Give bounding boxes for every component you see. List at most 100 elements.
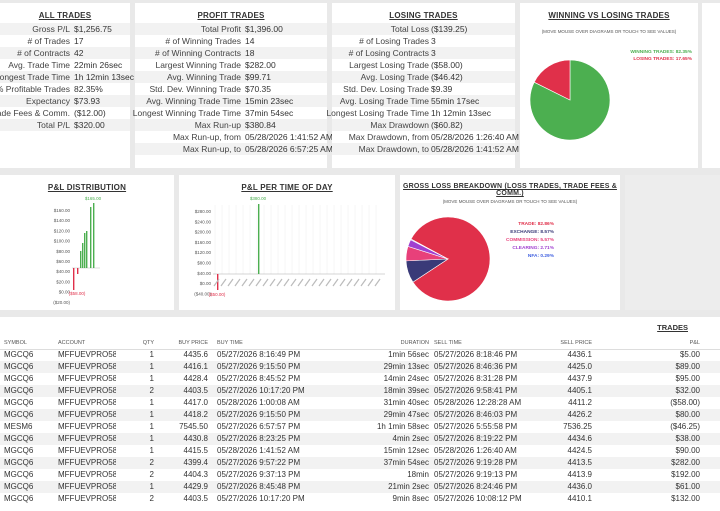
table-cell: MGCQ6 xyxy=(4,494,34,503)
dist-bar[interactable] xyxy=(82,243,84,268)
stat-label: Max Run-up, to xyxy=(182,144,241,154)
gross-loss-legend-item: TRADE: 82.86% xyxy=(518,221,554,227)
table-cell: MGCQ6 xyxy=(4,434,34,443)
stat-value: 05/28/2026 6:57:25 AM xyxy=(245,144,333,154)
table-row[interactable]: MGCQ6 MFFUEVPRO5847 1 4418.2 05/27/2026 9:15… xyxy=(0,409,720,421)
table-row[interactable]: MGCQ6 MFFUEVPRO5847 1 4417.0 05/28/2026 1:00… xyxy=(0,397,720,409)
table-row[interactable]: MGCQ6 MFFUEVPRO5847 1 4428.4 05/27/2026 8:45… xyxy=(0,373,720,385)
dist-bar[interactable] xyxy=(93,203,95,268)
stat-value: 3 xyxy=(431,48,436,58)
table-row[interactable]: MGCQ6 MFFUEVPRO5847 1 4429.9 05/27/2026 8:45… xyxy=(0,481,720,493)
table-cell: 1 xyxy=(149,410,154,419)
table-cell: 4437.9 xyxy=(567,374,592,383)
table-row[interactable]: MGCQ6 MFFUEVPRO5847 2 4403.5 05/27/2026 10:1… xyxy=(0,385,720,397)
win-loss-pie[interactable]: WINNING TRADES: 82.35% LOSING TRADES: 17… xyxy=(520,3,698,168)
time-x-tick xyxy=(353,278,360,287)
stat-value: $380.84 xyxy=(245,120,276,130)
table-cell: MFFUEVPRO5847 xyxy=(58,422,116,431)
table-row[interactable]: MESM6 MFFUEVPRO5847 1 7545.50 05/27/2026 6:5… xyxy=(0,421,720,433)
dist-bar[interactable] xyxy=(86,231,88,268)
dist-bar[interactable] xyxy=(90,207,92,268)
time-bar[interactable] xyxy=(217,274,219,290)
table-cell: 4404.3 xyxy=(183,470,208,479)
gross-loss-panel: GROSS LOSS BREAKDOWN (LOSS TRADES, TRADE… xyxy=(400,175,620,310)
stat-row: Max Run-up, to 05/28/2026 6:57:25 AM xyxy=(135,143,333,155)
stat-row: Gross P/L $1,256.75 xyxy=(0,23,130,35)
dist-bar[interactable] xyxy=(77,268,79,274)
stat-label: Largest Losing Trade xyxy=(349,60,429,70)
column-header[interactable]: ACCOUNT xyxy=(58,340,86,346)
table-cell: 05/27/2026 9:57:22 PM xyxy=(217,458,301,467)
gross-loss-slice-0[interactable] xyxy=(410,216,491,302)
time-x-tick xyxy=(227,278,234,287)
profit-trades-title: PROFIT TRADES xyxy=(197,11,265,20)
table-row[interactable]: MGCQ6 MFFUEVPRO5847 2 4403.5 05/27/2026 10:1… xyxy=(0,493,720,505)
pl-time-chart[interactable]: $280.00 $240.00 $200.00 $160.00 $120.00 $80.0… xyxy=(179,175,395,310)
table-cell: 05/27/2026 5:55:58 PM xyxy=(434,422,518,431)
stat-label: Max Run-up xyxy=(194,120,241,130)
time-y-tick: $40.00 xyxy=(197,271,211,276)
stat-row: Avg. Losing Trade ($46.42) xyxy=(332,71,515,83)
table-row[interactable]: MGCQ6 MFFUEVPRO5847 1 4415.5 05/28/2026 1:41… xyxy=(0,445,720,457)
losing-slice[interactable] xyxy=(533,59,571,101)
profit-trades-stats: Total Profit $1,396.00 # of Winning Trades… xyxy=(133,23,333,157)
stat-label: Longest Losing Trade Time xyxy=(326,108,429,118)
stat-value: 55min 17sec xyxy=(431,96,480,106)
table-cell: MFFUEVPRO5847 xyxy=(58,374,116,383)
stat-value: ($58.00) xyxy=(431,60,463,70)
table-row[interactable]: MGCQ6 MFFUEVPRO5847 1 4435.6 05/27/2026 8:16… xyxy=(0,349,720,361)
table-cell: 4413.9 xyxy=(567,470,592,479)
table-cell: 4415.5 xyxy=(183,446,208,455)
stat-value: 14 xyxy=(245,36,255,46)
table-row[interactable]: MGCQ6 MFFUEVPRO5847 2 4404.3 05/27/2026 9:37… xyxy=(0,469,720,481)
pl-time-panel: P&L PER TIME OF DAY $280.00 $240.00 $200.0… xyxy=(179,175,395,310)
stat-row: Longest Winning Trade Time 37min 54sec xyxy=(133,107,327,119)
table-cell: 14min 24sec xyxy=(383,374,429,383)
stat-label: Largest Winning Trade xyxy=(155,60,241,70)
table-cell: MFFUEVPRO5847 xyxy=(58,410,116,419)
column-header[interactable]: QTY xyxy=(142,340,154,346)
dist-bar[interactable] xyxy=(80,251,82,268)
column-header[interactable]: SELL PRICE xyxy=(560,340,592,346)
table-cell: 9min 8sec xyxy=(392,494,429,503)
table-cell: 05/27/2026 9:15:50 PM xyxy=(217,410,301,419)
dist-y-tick: ($20.00) xyxy=(53,300,70,305)
all-trades-title: ALL TRADES xyxy=(38,11,92,20)
stat-value: $99.71 xyxy=(245,72,271,82)
time-x-tick xyxy=(255,278,262,287)
gross-loss-legend-item: NFA: 0.29% xyxy=(528,253,555,259)
table-cell: $32.00 xyxy=(675,386,700,395)
stat-value: $1,396.00 xyxy=(245,24,283,34)
stat-row: # of Contracts 42 xyxy=(0,47,130,59)
column-header[interactable]: BUY TIME xyxy=(217,340,243,346)
table-row[interactable]: MGCQ6 MFFUEVPRO5847 2 4399.4 05/27/2026 9:57… xyxy=(0,457,720,469)
right-bottom-panel xyxy=(625,175,720,310)
time-bar[interactable] xyxy=(258,204,260,274)
table-cell: 1h 1min 58sec xyxy=(376,422,429,431)
column-header[interactable]: P&L xyxy=(689,340,700,346)
pl-distribution-chart[interactable]: $160.00 $140.00 $120.00 $100.00 $80.00 $60.00… xyxy=(0,175,174,310)
column-header[interactable]: DURATION xyxy=(400,340,429,346)
time-x-tick xyxy=(262,278,269,287)
table-cell: 05/27/2026 9:58:41 PM xyxy=(434,386,518,395)
table-cell: 4436.1 xyxy=(567,350,592,359)
column-header[interactable]: SELL TIME xyxy=(434,340,462,346)
table-cell: 4403.5 xyxy=(183,494,208,503)
dist-bar[interactable] xyxy=(73,268,75,290)
table-cell: 4424.5 xyxy=(567,446,592,455)
table-cell: 4410.1 xyxy=(567,494,592,503)
time-x-tick xyxy=(290,278,297,287)
dist-y-tick: $20.00 xyxy=(56,279,70,284)
stat-label: Max Drawdown, to xyxy=(358,144,429,154)
stat-label: Expectancy xyxy=(26,96,70,106)
gross-loss-pie[interactable]: TRADE: 82.86% EXCHANGE: 8.57% COMMISSION: … xyxy=(400,175,620,310)
table-cell: MFFUEVPRO5847 xyxy=(58,362,116,371)
table-row[interactable]: MGCQ6 MFFUEVPRO5847 1 4416.1 05/27/2026 9:15… xyxy=(0,361,720,373)
stat-value: 22min 26sec xyxy=(74,60,123,70)
table-cell: MGCQ6 xyxy=(4,458,34,467)
table-row[interactable]: MGCQ6 MFFUEVPRO5847 1 4430.8 05/27/2026 8:23… xyxy=(0,433,720,445)
column-header[interactable]: SYMBOL xyxy=(4,340,27,346)
dist-bar[interactable] xyxy=(84,233,86,268)
gross-loss-slice-4[interactable] xyxy=(410,238,449,260)
column-header[interactable]: BUY PRICE xyxy=(178,340,208,346)
